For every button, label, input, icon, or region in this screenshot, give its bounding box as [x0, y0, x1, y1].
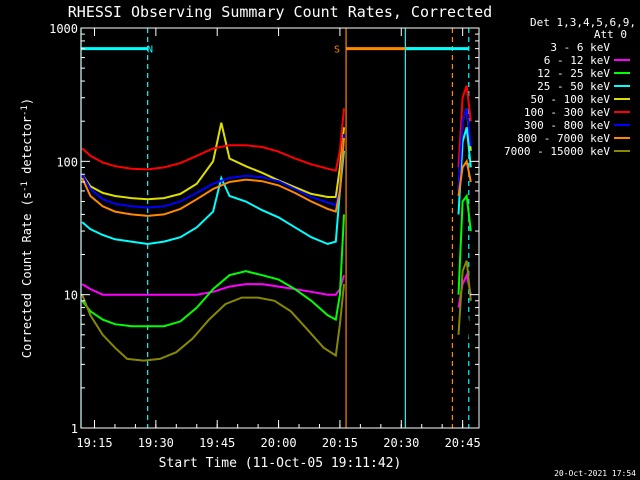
- series-line: [81, 150, 345, 246]
- legend-label: 12 - 25 keV: [537, 67, 610, 80]
- footer-date: 20-Oct-2021 17:54: [554, 469, 636, 478]
- legend-entry: 300 - 800 keV: [524, 119, 630, 132]
- tick-labels-layer: 19:15 19:30 19:45 20:00 20:15 20:30 20:45 1 10 10…: [49, 22, 481, 450]
- legend-entry: 25 - 50 keV: [537, 80, 630, 93]
- x-tick-label: 20:45: [445, 436, 481, 450]
- series-line: [81, 300, 345, 416]
- legend-label: 6 - 12 keV: [544, 54, 611, 67]
- series-line: [81, 108, 345, 172]
- x-tick-label: 19:30: [138, 436, 174, 450]
- legend-label: 300 - 800 keV: [524, 119, 610, 132]
- series-line: [81, 122, 345, 201]
- legend-label: 100 - 300 keV: [524, 106, 610, 119]
- series-line: [457, 307, 472, 405]
- legend-entry: 6 - 12 keV: [544, 54, 630, 67]
- legend-entry: 100 - 300 keV: [524, 106, 630, 119]
- legend-header: Att 0: [594, 28, 627, 41]
- x-axis-label: Start Time (11-Oct-05 19:11:42): [159, 456, 402, 471]
- chart-title: RHESSI Observing Summary Count Rates, Co…: [68, 3, 492, 21]
- legend-header: Det 1,3,4,5,6,9,: [530, 16, 636, 29]
- legend-label: 3 - 6 keV: [550, 41, 610, 54]
- legend-entry: 12 - 25 keV: [537, 67, 630, 80]
- y-tick-label: 1: [71, 422, 78, 436]
- y-axis-label: Corrected Count Rate (s-1 detector-1): [20, 98, 34, 358]
- legend-entry: 800 - 7000 keV: [517, 132, 630, 145]
- y-axis-label-part: ): [20, 98, 34, 105]
- series-line: [81, 214, 345, 328]
- legend-label: 7000 - 15000 keV: [504, 145, 610, 158]
- y-axis-label-exponent: -1: [20, 181, 30, 192]
- series-line: [457, 107, 472, 191]
- plot-frame: [80, 27, 480, 429]
- y-axis-label-part: detector: [20, 116, 34, 181]
- legend-label: 25 - 50 keV: [537, 80, 610, 93]
- y-axis-label-exponent: -1: [20, 105, 30, 116]
- legend-entry: 3 - 6 keV: [550, 41, 630, 54]
- legend-label: 50 - 100 keV: [531, 93, 611, 106]
- series-line: [81, 137, 345, 217]
- legend-entry: 50 - 100 keV: [531, 93, 630, 106]
- series-line: [81, 274, 345, 296]
- y-axis-label-part: Corrected Count Rate (s: [20, 192, 34, 358]
- legend-label: 800 - 7000 keV: [517, 132, 610, 145]
- ticks-layer: [81, 27, 479, 429]
- series-line: [457, 158, 472, 197]
- x-tick-label: 19:45: [199, 436, 235, 450]
- series-line: [81, 134, 345, 209]
- series-line: [457, 85, 472, 168]
- x-tick-label: 20:15: [322, 436, 358, 450]
- y-tick-label: 100: [56, 155, 78, 169]
- x-tick-label: 20:30: [383, 436, 419, 450]
- series-line: [457, 193, 472, 295]
- y-tick-label: 10: [64, 289, 78, 303]
- series-line: [457, 260, 472, 335]
- x-tick-label: 20:00: [261, 436, 297, 450]
- legend-entry: 7000 - 15000 keV: [504, 145, 630, 158]
- x-tick-label: 19:15: [76, 436, 112, 450]
- flag-label: N: [147, 45, 153, 56]
- y-tick-label: 1000: [49, 22, 78, 36]
- series-line: [81, 283, 345, 362]
- series-layer: [81, 85, 472, 416]
- flag-label: S: [334, 45, 340, 56]
